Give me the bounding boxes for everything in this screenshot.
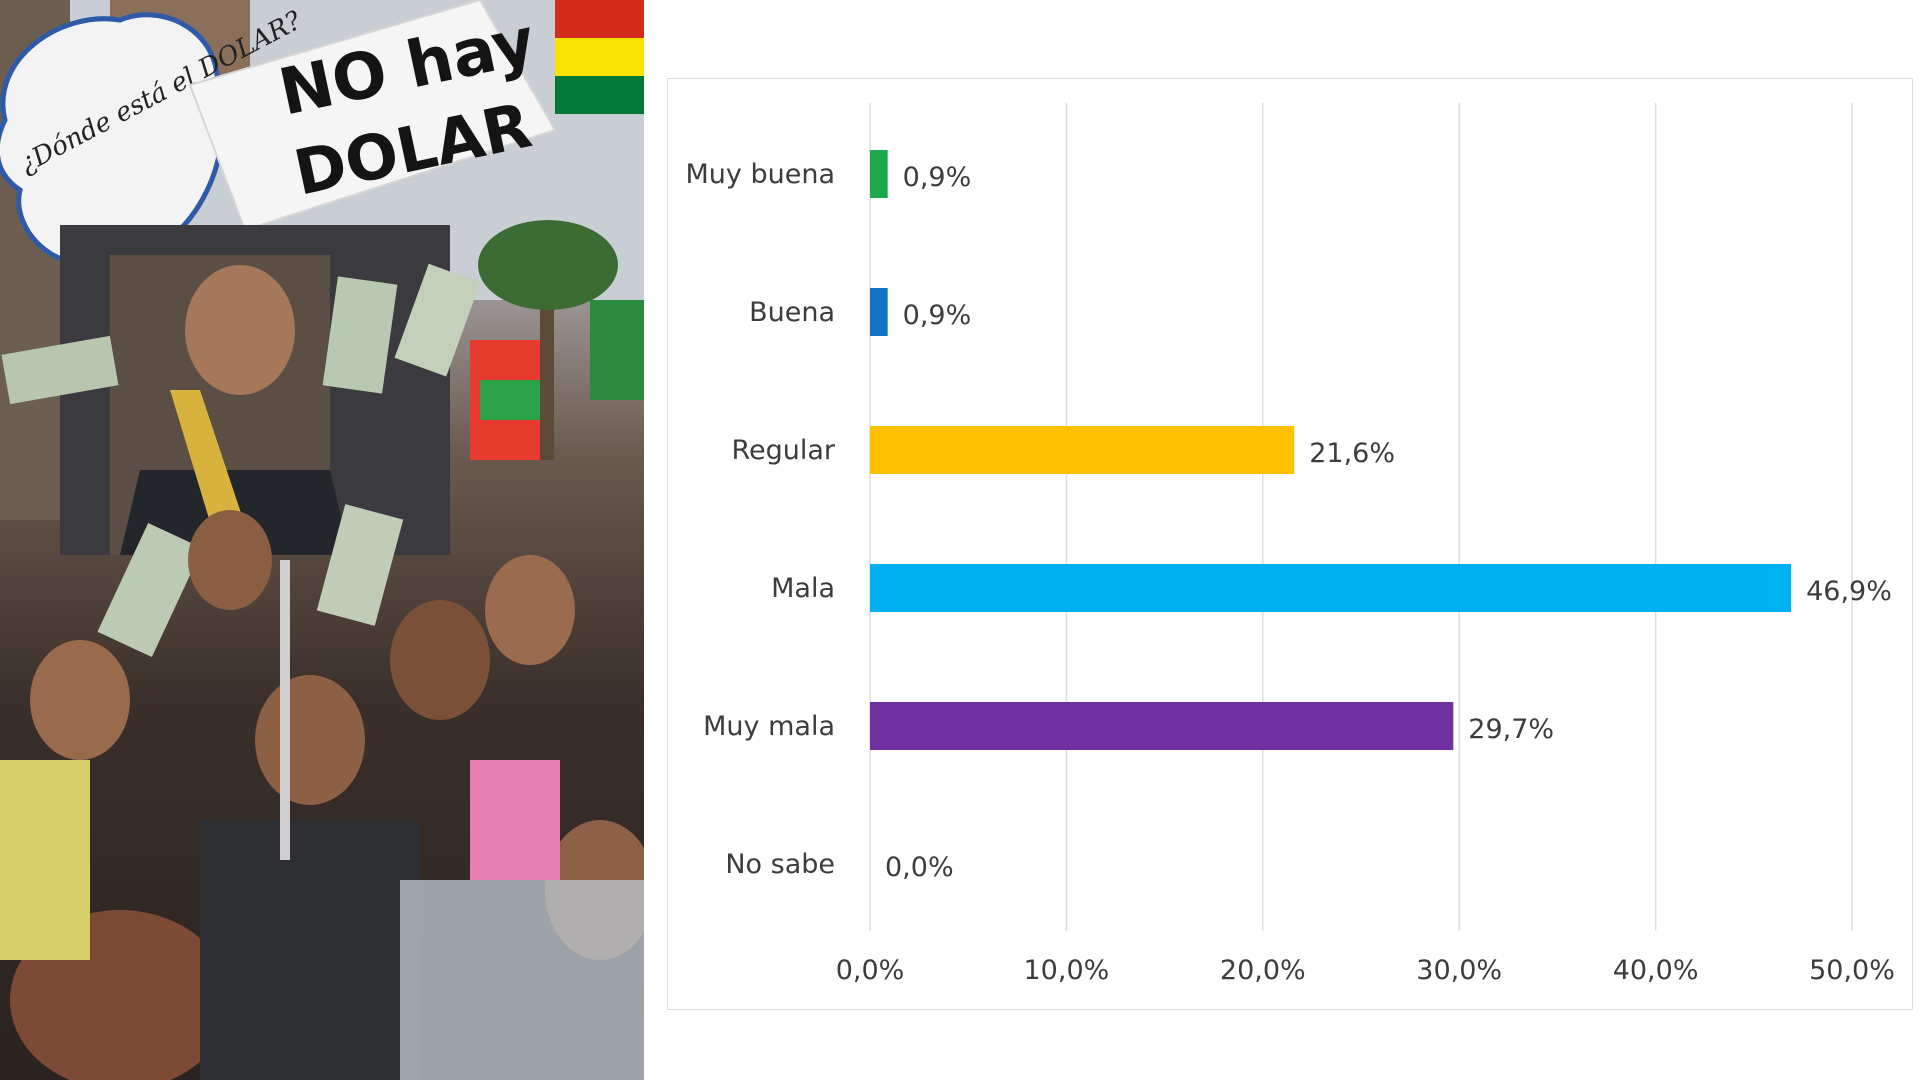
category-label: Regular (731, 435, 835, 466)
x-tick-labels: 0,0% 10,0% 20,0% 30,0% 40,0% 50,0% (836, 955, 1895, 986)
category-label: Muy mala (703, 711, 835, 742)
protest-photo-illustration: ¿Dónde está el DOLAR? NO hay DOLAR (0, 0, 644, 1080)
bar (870, 702, 1454, 750)
bar (870, 150, 888, 198)
category-label: Muy buena (686, 159, 836, 190)
bar-chart: Muy buena Buena Regular Mala Muy mala No sabe… (686, 103, 1895, 986)
x-tick-label: 20,0% (1220, 955, 1306, 986)
category-label: No sabe (725, 849, 835, 880)
x-tick-label: 40,0% (1613, 955, 1699, 986)
value-label: 21,6% (1309, 438, 1395, 469)
bar (870, 426, 1295, 474)
category-label: Mala (771, 573, 835, 604)
bars (870, 150, 1792, 750)
value-label: 0,9% (903, 300, 972, 331)
bar (870, 288, 888, 336)
grid-lines (869, 103, 1853, 931)
value-label: 46,9% (1806, 576, 1892, 607)
category-labels: Muy buena Buena Regular Mala Muy mala No sabe (686, 159, 836, 880)
value-label: 0,9% (903, 162, 972, 193)
bar (870, 564, 1792, 612)
x-tick-label: 0,0% (836, 955, 905, 986)
x-tick-label: 10,0% (1024, 955, 1110, 986)
chart-panel: Muy buena Buena Regular Mala Muy mala No sabe… (667, 78, 1913, 1010)
protest-photo: ¿Dónde está el DOLAR? NO hay DOLAR (0, 0, 644, 1080)
x-tick-label: 50,0% (1809, 955, 1895, 986)
x-tick-label: 30,0% (1416, 955, 1502, 986)
value-label: 0,0% (885, 852, 954, 883)
category-label: Buena (749, 297, 835, 328)
value-labels: 0,9% 0,9% 21,6% 46,9% 29,7% 0,0% (885, 162, 1892, 883)
value-label: 29,7% (1468, 714, 1554, 745)
